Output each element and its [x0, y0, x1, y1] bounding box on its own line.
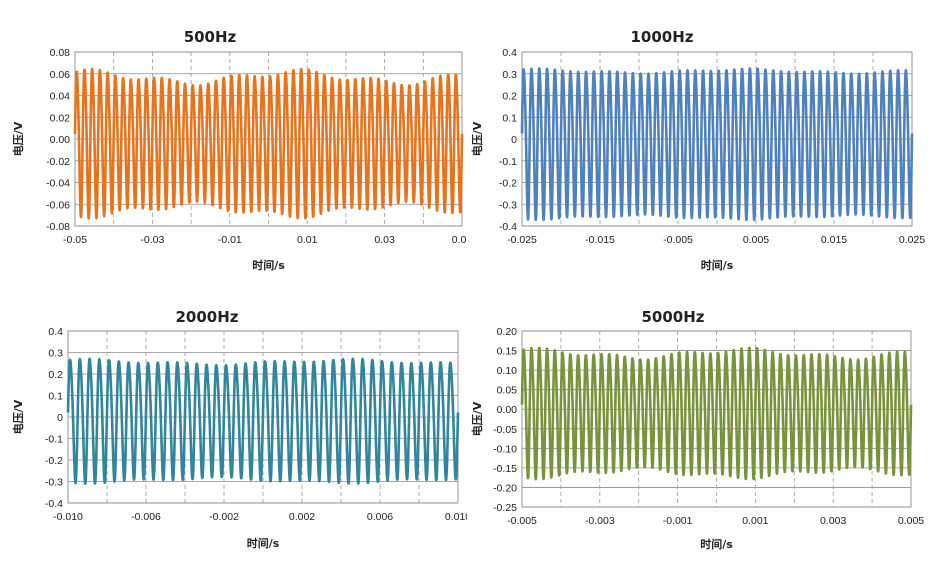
chart-1000hz-title: 1000Hz [630, 28, 693, 46]
chart-5000hz-y-tick-label: -0.10 [493, 443, 517, 455]
chart-2000hz-y-tick-label: 0.3 [48, 348, 63, 360]
chart-500hz-y-tick-label: 0.04 [50, 91, 71, 103]
chart-5000hz-y-tick-label: 0.20 [497, 326, 518, 338]
chart-5000hz-y-axis-label: 电压/V [470, 401, 484, 436]
chart-2000hz-y-tick-label: 0.1 [48, 391, 63, 403]
chart-2000hz-signal-line [66, 357, 460, 485]
chart-2000hz-y-tick-label: -0.4 [45, 498, 63, 510]
chart-2000hz-y-tick-label: -0.3 [45, 477, 63, 489]
chart-5000hz-y-tick-label: -0.20 [493, 482, 517, 494]
chart-1000hz-y-tick-label: 0.4 [502, 47, 517, 59]
chart-panel-1000hz: 1000Hz 0.4 0.3 0.2 0.1 0 -0.1 -0.2 -0.3 -0.4 -0.02… [467, 0, 934, 284]
chart-1000hz-x-tick-label: 0.015 [821, 234, 847, 246]
chart-1000hz-x-tick-label: 0.025 [899, 234, 925, 246]
chart-2000hz-x-tick-label: 0.006 [367, 511, 393, 523]
chart-2000hz-title: 2000Hz [175, 308, 238, 326]
chart-2000hz-y-tick-label: -0.1 [45, 434, 63, 446]
chart-2000hz-x-tick-label: 0.002 [289, 511, 315, 523]
chart-1000hz-y-tick-label: 0.2 [502, 91, 517, 103]
chart-1000hz-y-tick-label: -0.1 [499, 156, 517, 168]
chart-5000hz-y-tick-label: 0.15 [497, 346, 518, 358]
chart-500hz-title: 500Hz [184, 28, 237, 46]
chart-500hz-signal-line [73, 67, 464, 220]
chart-5000hz-y-tick-label: 0.10 [497, 365, 518, 377]
chart-500hz-y-tick-label: 0.06 [50, 69, 71, 81]
chart-1000hz-y-axis-label: 电压/V [470, 121, 484, 156]
chart-5000hz: 5000Hz 0.20 0.15 0.10 0.05 0.00 -0.05 -0.10 -0.1… [470, 308, 924, 551]
chart-2000hz-y-tick-label: -0.2 [45, 455, 63, 467]
chart-5000hz-x-tick-label: -0.005 [507, 515, 537, 527]
chart-5000hz-y-tick-label: -0.25 [493, 502, 517, 514]
chart-5000hz-signal-line [520, 346, 913, 481]
chart-panel-2000hz: 2000Hz 0.4 0.3 0.2 0.1 0 -0.1 -0.2 -0.3 -0.4 -0.01… [0, 284, 467, 568]
chart-500hz-x-tick-label: -0.01 [218, 234, 242, 246]
chart-1000hz-x-tick-label: -0.015 [585, 234, 615, 246]
chart-2000hz-y-axis-label: 电压/V [11, 399, 25, 434]
chart-2000hz-x-tick-label: -0.006 [131, 511, 161, 523]
chart-1000hz-x-tick-label: -0.025 [507, 234, 537, 246]
chart-1000hz-signal-line [520, 67, 914, 222]
chart-500hz-y-tick-label: 0.00 [50, 134, 71, 146]
chart-1000hz-y-tick-label: 0 [511, 134, 517, 146]
chart-1000hz-y-tick-label: 0.3 [502, 69, 517, 81]
chart-2000hz-y-tick-label: 0 [57, 412, 63, 424]
chart-2000hz-x-axis-label: 时间/s [247, 536, 280, 550]
chart-panel-5000hz: 5000Hz 0.20 0.15 0.10 0.05 0.00 -0.05 -0.10 -0.1… [467, 284, 934, 568]
chart-1000hz-y-tick-label: 0.1 [502, 112, 517, 124]
chart-500hz: 500Hz 0.08 0.06 0.04 0.02 0.00 -0.02 -0.04 -0.06… [11, 28, 467, 272]
chart-5000hz-x-axis-label: 时间/s [700, 537, 733, 551]
chart-2000hz-y-tick-label: 0.2 [48, 369, 63, 381]
chart-1000hz: 1000Hz 0.4 0.3 0.2 0.1 0 -0.1 -0.2 -0.3 -0.4-0.02… [470, 28, 925, 272]
chart-500hz-y-tick-label: 0.08 [50, 47, 71, 59]
chart-5000hz-y-tick-label: -0.05 [493, 424, 517, 436]
chart-5000hz-x-tick-label: -0.001 [663, 515, 693, 527]
chart-500hz-y-tick-label: -0.04 [46, 178, 70, 190]
chart-500hz-y-tick-label: 0.02 [50, 112, 71, 124]
chart-1000hz-x-tick-label: 0.005 [743, 234, 769, 246]
chart-1000hz-y-tick-label: -0.2 [499, 178, 517, 190]
chart-1000hz-x-axis-label: 时间/s [701, 258, 734, 272]
chart-2000hz-y-tick-label: 0.4 [48, 326, 63, 338]
chart-500hz-x-tick-label: 0.03 [374, 234, 395, 246]
chart-500hz-y-tick-label: -0.06 [46, 199, 70, 211]
chart-500hz-x-tick-label: -0.03 [140, 234, 164, 246]
chart-5000hz-x-tick-label: 0.005 [898, 515, 924, 527]
chart-5000hz-x-tick-label: 0.003 [820, 515, 846, 527]
chart-panel-500hz: 500Hz 0.08 0.06 0.04 0.02 0.00 -0.02 -0.04 -0.06… [0, 0, 467, 284]
chart-1000hz-y-tick-label: -0.4 [499, 221, 517, 233]
chart-1000hz-x-tick-label: -0.005 [663, 234, 693, 246]
chart-500hz-x-tick-label: 0.05 [452, 234, 467, 246]
chart-2000hz-x-tick-label: -0.010 [53, 511, 83, 523]
chart-5000hz-y-tick-label: 0.05 [497, 385, 518, 397]
chart-5000hz-title: 5000Hz [641, 308, 704, 326]
chart-500hz-y-tick-label: -0.02 [46, 156, 70, 168]
chart-5000hz-x-tick-label: 0.001 [742, 515, 768, 527]
chart-2000hz-x-tick-label: -0.002 [209, 511, 239, 523]
chart-500hz-x-axis-label: 时间/s [252, 258, 285, 272]
chart-500hz-y-axis-label: 电压/V [11, 121, 25, 156]
chart-500hz-y-tick-label: -0.08 [46, 221, 70, 233]
chart-2000hz: 2000Hz 0.4 0.3 0.2 0.1 0 -0.1 -0.2 -0.3 -0.4-0.01… [11, 308, 467, 550]
chart-500hz-x-tick-label: -0.05 [63, 234, 87, 246]
chart-2000hz-x-tick-label: 0.010 [445, 511, 467, 523]
chart-5000hz-y-tick-label: -0.15 [493, 463, 517, 475]
chart-500hz-x-tick-label: 0.01 [297, 234, 318, 246]
chart-1000hz-y-tick-label: -0.3 [499, 199, 517, 211]
chart-5000hz-x-tick-label: -0.003 [585, 515, 615, 527]
chart-5000hz-y-tick-label: 0.00 [497, 404, 518, 416]
